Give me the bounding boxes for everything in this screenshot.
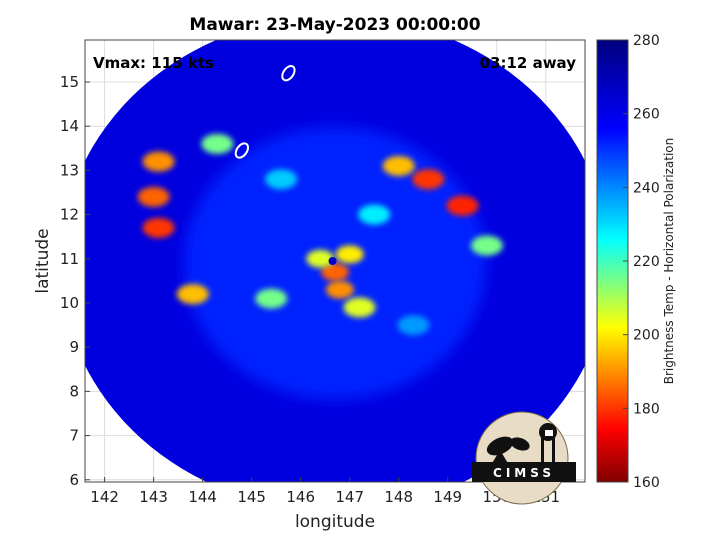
vmax-annotation: Vmax: 115 kts: [93, 54, 214, 72]
time-away-annotation: 03:12 away: [480, 54, 577, 72]
colorbar-label: Brightness Temp - Horizontal Polarizatio…: [662, 138, 676, 385]
feature-eyewall: [306, 249, 335, 268]
y-tick-label: 14: [60, 117, 79, 135]
feature-rainband: [343, 297, 376, 318]
feature-rainband: [201, 133, 234, 154]
x-tick-label: 148: [384, 488, 413, 506]
y-tick-label: 13: [60, 161, 79, 179]
feature-rainband: [265, 169, 298, 190]
feature-rainband: [358, 204, 391, 225]
feature-rainband: [142, 151, 175, 172]
feature-rainband: [137, 186, 170, 207]
colorbar-tick-label: 240: [633, 180, 660, 196]
x-tick-label: 145: [237, 488, 266, 506]
island-outline: [234, 142, 250, 159]
y-axis-label: latitude: [33, 228, 53, 293]
colorbar-tick-label: 180: [633, 401, 660, 417]
feature-eyewall: [321, 263, 349, 282]
y-tick-label: 6: [69, 471, 79, 489]
y-tick-label: 7: [69, 427, 79, 445]
x-tick-label: 143: [139, 488, 168, 506]
island-outline: [281, 64, 296, 82]
feature-rainband: [142, 217, 175, 238]
feature-rainband: [412, 169, 445, 190]
x-tick-label: 149: [433, 488, 462, 506]
colorbar-tick-label: 280: [633, 33, 660, 49]
feature-rainband: [446, 195, 479, 216]
x-tick-label: 144: [188, 488, 217, 506]
feature-eyewall: [335, 245, 364, 264]
x-tick-label: 142: [90, 488, 119, 506]
x-tick-label: 146: [286, 488, 315, 506]
y-tick-label: 11: [60, 250, 79, 268]
plot-frame: [84, 39, 586, 483]
feature-eyewall: [325, 280, 354, 299]
y-tick-label: 12: [60, 206, 79, 224]
colorbar-tick-label: 200: [633, 328, 660, 344]
y-tick-label: 9: [69, 338, 79, 356]
x-tick-label: 147: [335, 488, 364, 506]
storm-eye: [328, 257, 337, 265]
feature-rainband: [255, 288, 288, 309]
colorbar-ticks: 160 180 200 220 240 260 280: [623, 33, 660, 491]
x-axis-label: longitude: [295, 512, 375, 532]
logo-wordmark: CIMSS: [493, 466, 555, 480]
colorbar-tick-label: 220: [633, 254, 660, 270]
feature-rainband: [382, 155, 415, 176]
chart-title: Mawar: 23-May-2023 00:00:00: [189, 15, 480, 35]
y-tick-label: 10: [60, 294, 79, 312]
colorbar-tick-label: 260: [633, 107, 660, 123]
feature-rainband: [176, 284, 209, 305]
swath-image: [85, 40, 585, 482]
y-axis-ticks: 6 7 8 9 10 11 12 13 14 15: [60, 73, 90, 489]
colorbar-tick-label: 160: [633, 475, 660, 491]
feature-rainband: [397, 315, 430, 336]
cimss-logo: CIMSS: [472, 411, 576, 505]
water-tower-icon: [539, 423, 557, 468]
feature-rainband: [470, 235, 503, 256]
y-tick-label: 8: [69, 382, 79, 400]
y-tick-label: 15: [60, 73, 79, 91]
